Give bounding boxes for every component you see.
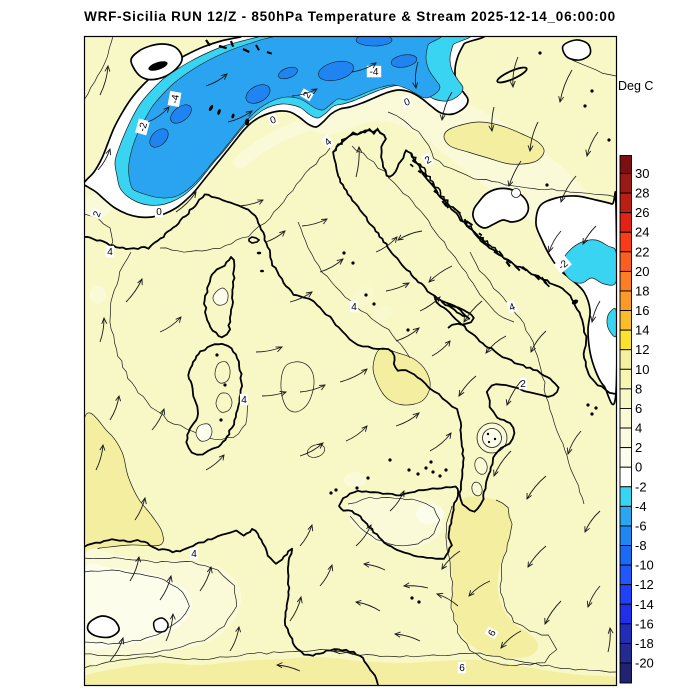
svg-text:4: 4 xyxy=(351,302,357,313)
svg-text:4: 4 xyxy=(635,421,642,436)
svg-text:-14: -14 xyxy=(635,597,654,612)
svg-text:-4: -4 xyxy=(169,93,181,104)
svg-text:4: 4 xyxy=(241,395,247,406)
svg-text:16: 16 xyxy=(635,303,649,318)
svg-text:2: 2 xyxy=(301,90,314,101)
svg-text:24: 24 xyxy=(635,225,649,240)
svg-text:-16: -16 xyxy=(635,616,654,631)
svg-text:10: 10 xyxy=(635,362,649,377)
svg-text:2: 2 xyxy=(423,154,434,167)
svg-text:-10: -10 xyxy=(635,558,654,573)
svg-text:0: 0 xyxy=(403,96,412,108)
svg-text:6: 6 xyxy=(486,628,499,639)
svg-text:2: 2 xyxy=(635,440,642,455)
svg-text:22: 22 xyxy=(635,244,649,259)
svg-text:20: 20 xyxy=(635,264,649,279)
svg-text:0: 0 xyxy=(269,114,278,126)
svg-text:4: 4 xyxy=(323,136,335,148)
svg-text:-4: -4 xyxy=(370,67,379,78)
svg-text:-4: -4 xyxy=(635,499,647,514)
svg-text:12: 12 xyxy=(635,342,649,357)
svg-text:-2: -2 xyxy=(137,121,150,133)
svg-text:-2: -2 xyxy=(635,479,647,494)
svg-text:26: 26 xyxy=(635,205,649,220)
svg-text:28: 28 xyxy=(635,186,649,201)
svg-text:4: 4 xyxy=(508,301,517,313)
svg-text:4: 4 xyxy=(191,549,197,560)
svg-text:2: 2 xyxy=(92,209,104,218)
svg-text:18: 18 xyxy=(635,284,649,299)
svg-text:6: 6 xyxy=(635,401,642,416)
svg-text:2: 2 xyxy=(520,379,526,390)
svg-text:-12: -12 xyxy=(635,577,654,592)
svg-text:-18: -18 xyxy=(635,636,654,651)
svg-text:-8: -8 xyxy=(635,538,647,553)
svg-text:4: 4 xyxy=(107,247,113,258)
svg-text:Deg C: Deg C xyxy=(618,79,653,93)
svg-text:30: 30 xyxy=(635,166,649,181)
svg-text:-20: -20 xyxy=(635,656,654,671)
svg-text:-6: -6 xyxy=(635,518,647,533)
svg-text:WRF-Sicilia RUN 12/Z - 850hPa: WRF-Sicilia RUN 12/Z - 850hPa Temperatur… xyxy=(84,9,616,24)
svg-text:0: 0 xyxy=(635,460,642,475)
svg-text:14: 14 xyxy=(635,323,649,338)
svg-text:6: 6 xyxy=(459,663,465,674)
svg-text:0: 0 xyxy=(156,207,162,218)
svg-text:8: 8 xyxy=(635,381,642,396)
